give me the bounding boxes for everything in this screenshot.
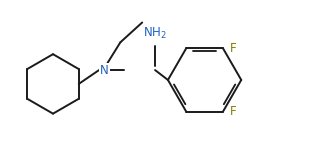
Text: F: F (230, 42, 236, 55)
Text: N: N (100, 64, 109, 77)
Text: NH$_2$: NH$_2$ (143, 26, 167, 41)
Text: F: F (230, 105, 236, 118)
